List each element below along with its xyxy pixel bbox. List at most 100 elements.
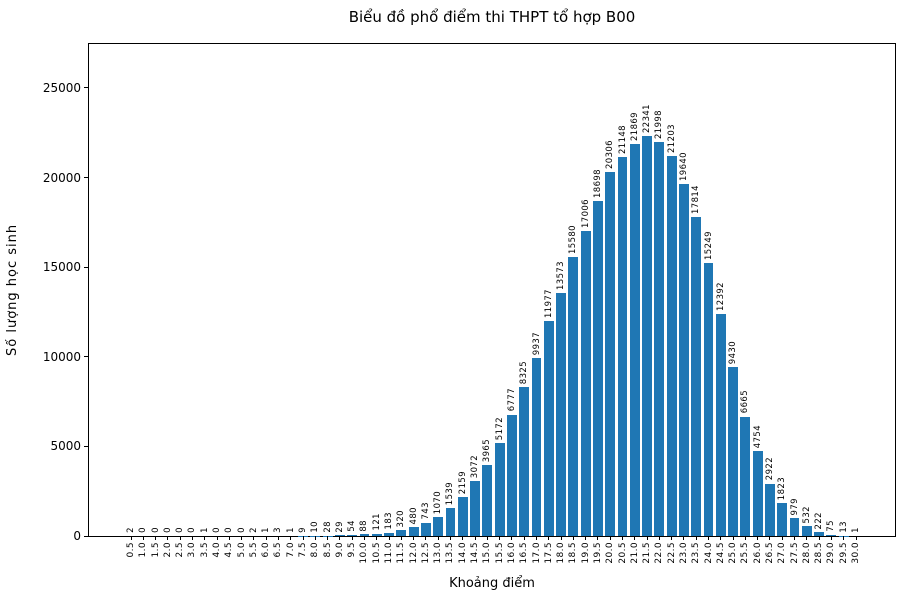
x-tick-mark [351,536,353,540]
x-tick-label: 28.5 [814,542,825,564]
bar-15.5 [494,443,505,536]
bar-value-label: 10 [310,521,321,533]
bar-value-label: 3965 [482,438,493,462]
y-tick-mark [84,177,88,179]
bar-15.0 [482,464,493,536]
x-tick-label: 21.5 [642,542,653,564]
bar-value-label: 88 [359,519,370,532]
x-tick-label: 1.0 [138,542,149,558]
x-tick-mark [425,536,427,540]
bar-value-label: 0 [236,527,247,533]
bar-8.5 [322,535,333,536]
bar-value-label: 3072 [470,454,481,478]
bar-value-label: 0 [138,527,149,533]
x-tick-mark [167,536,169,540]
x-tick-label: 20.5 [617,542,628,564]
bar-value-label: 222 [814,511,825,530]
bar-24.5 [715,313,726,536]
x-tick-mark [806,536,808,540]
bar-10.5 [371,533,382,536]
bar-value-label: 21203 [666,123,677,153]
bar-value-label: 9 [298,527,309,533]
bar-14.0 [457,497,468,536]
bar-value-label: 6665 [740,390,751,414]
bar-value-label: 20306 [605,140,616,170]
x-tick-mark [548,536,550,540]
x-tick-label: 21.0 [629,542,640,564]
x-tick-label: 16.5 [519,542,530,564]
y-tick-label: 25000 [42,80,81,95]
x-tick-mark [191,536,193,540]
x-tick-label: 7.5 [298,542,309,558]
bar-25.5 [740,416,751,536]
x-tick-mark [486,536,488,540]
x-tick-mark [327,536,329,540]
x-tick-label: 13.0 [433,542,444,564]
x-tick-mark [658,536,660,540]
x-tick-mark [376,536,378,540]
x-tick-label: 13.5 [445,542,456,564]
x-tick-mark [634,536,636,540]
bar-value-label: 6777 [506,388,517,412]
x-tick-mark [449,536,451,540]
x-tick-label: 14.5 [470,542,481,564]
bar-27.5 [789,518,800,536]
x-tick-label: 8.5 [322,542,333,558]
y-tick-mark [84,445,88,447]
x-tick-mark [683,536,685,540]
x-tick-label: 24.5 [715,542,726,564]
bar-22.5 [666,155,677,536]
bar-value-label: 0 [187,527,198,533]
bar-value-label: 13573 [556,260,567,290]
x-tick-label: 25.5 [740,542,751,564]
x-tick-mark [843,536,845,540]
x-tick-label: 3.5 [199,542,210,558]
x-tick-mark [142,536,144,540]
x-tick-label: 26.0 [752,542,763,564]
x-tick-mark [155,536,157,540]
x-axis-label: Khoảng điểm [449,576,535,591]
x-tick-mark [560,536,562,540]
bar-value-label: 2 [248,527,259,533]
bar-19.5 [592,200,603,536]
bar-value-label: 13 [838,521,849,533]
x-tick-label: 10.0 [359,542,370,564]
x-tick-label: 18.0 [556,542,567,564]
x-tick-label: 20.0 [605,542,616,564]
x-tick-mark [720,536,722,540]
x-tick-mark [339,536,341,540]
y-tick-label: 0 [73,529,81,543]
bar-value-label: 21148 [617,124,628,154]
bar-value-label: 22341 [642,103,653,133]
x-tick-label: 2.0 [162,542,173,558]
bar-value-label: 743 [420,502,431,520]
x-tick-mark [744,536,746,540]
x-tick-label: 5.0 [236,542,247,558]
x-tick-label: 0.5 [126,542,136,558]
x-tick-mark [499,536,501,540]
x-tick-label: 18.5 [568,542,579,564]
chart-title: Biểu đồ phổ điểm thi THPT tổ hợp B00 [348,8,636,26]
x-tick-label: 9.5 [347,542,358,558]
bar-value-label: 121 [371,513,382,531]
x-tick-mark [830,536,832,540]
bar-23.5 [691,216,702,536]
bar-23.0 [679,183,689,536]
x-tick-label: 2.5 [175,542,186,558]
x-tick-label: 23.0 [678,542,689,564]
bar-value-label: 0 [162,527,173,533]
bar-value-label: 3 [273,527,284,533]
bar-9.0 [334,535,345,536]
x-tick-label: 4.5 [224,542,235,558]
x-tick-label: 10.5 [371,542,382,564]
x-tick-label: 27.0 [777,542,788,564]
x-tick-mark [437,536,439,540]
x-tick-label: 30.0 [851,542,861,564]
bar-value-label: 29 [334,520,345,533]
bar-value-label: 0 [175,527,186,533]
plot-area: 2 0 0 0 0 0 1 0 0 0 2 1 3 1 9 10 28 29 54 88 121 183 320 480 743… [88,43,896,537]
x-tick-mark [400,536,402,540]
bar-value-label: 1 [199,527,210,533]
x-tick-label: 1.5 [150,542,161,558]
